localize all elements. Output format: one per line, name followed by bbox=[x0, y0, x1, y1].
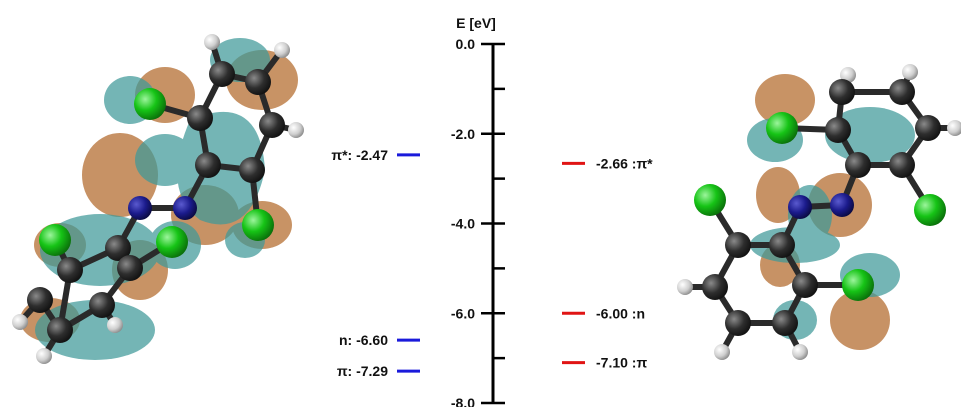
hydrogen-atom bbox=[902, 64, 918, 80]
energy-level-label: -2.66 :π* bbox=[596, 155, 653, 171]
energy-level-label: π*: -2.47 bbox=[331, 147, 388, 163]
nitrogen-atom bbox=[128, 196, 152, 220]
carbon-atom bbox=[105, 235, 131, 261]
hydrogen-atom bbox=[677, 279, 693, 295]
chlorine-atom bbox=[134, 88, 166, 120]
energy-level-label: n: -6.60 bbox=[339, 332, 388, 348]
hydrogen-atom bbox=[840, 67, 856, 83]
carbon-atom bbox=[702, 274, 728, 300]
carbon-atom bbox=[889, 152, 915, 178]
chlorine-atom bbox=[694, 184, 726, 216]
carbon-atom bbox=[117, 255, 143, 281]
energy-level-label: -6.00 :n bbox=[596, 305, 645, 321]
carbon-atom bbox=[725, 232, 751, 258]
left-molecule-orbital bbox=[12, 34, 304, 364]
carbon-atom bbox=[209, 61, 235, 87]
carbon-atom bbox=[889, 79, 915, 105]
hydrogen-atom bbox=[12, 314, 28, 330]
carbon-atom bbox=[769, 232, 795, 258]
carbon-atom bbox=[245, 69, 271, 95]
hydrogen-atom bbox=[36, 348, 52, 364]
hydrogen-atom bbox=[107, 317, 123, 333]
carbon-atom bbox=[187, 105, 213, 131]
tick-label: -6.0 bbox=[451, 305, 475, 321]
tick-label: 0.0 bbox=[456, 36, 476, 52]
hydrogen-atom bbox=[792, 344, 808, 360]
chlorine-atom bbox=[766, 112, 798, 144]
right-molecule-orbital bbox=[677, 64, 961, 360]
carbon-atom bbox=[27, 287, 53, 313]
left-levels: π*: -2.47 n: -6.60 π: -7.29 bbox=[331, 147, 420, 379]
chlorine-atom bbox=[39, 224, 71, 256]
chlorine-atom bbox=[914, 194, 946, 226]
energy-axis: E [eV] 0.0 -2.0 -4.0 -6.0 -8.0 π*: -2.47 n: -… bbox=[331, 15, 653, 407]
carbon-atom bbox=[239, 157, 265, 183]
tick-label: -2.0 bbox=[451, 126, 475, 142]
carbon-atom bbox=[725, 310, 751, 336]
hydrogen-atom bbox=[288, 122, 304, 138]
tick-label: -8.0 bbox=[451, 395, 475, 407]
carbon-atom bbox=[845, 152, 871, 178]
chlorine-atom bbox=[242, 209, 274, 241]
hydrogen-atom bbox=[947, 120, 961, 136]
carbon-atom bbox=[57, 257, 83, 283]
right-levels: -2.66 :π* -6.00 :n -7.10 :π bbox=[562, 155, 653, 371]
nitrogen-atom bbox=[173, 196, 197, 220]
nitrogen-atom bbox=[788, 195, 812, 219]
energy-level-label: π: -7.29 bbox=[337, 363, 388, 379]
hydrogen-atom bbox=[714, 344, 730, 360]
tick-label: -4.0 bbox=[451, 216, 475, 232]
carbon-atom bbox=[915, 115, 941, 141]
carbon-atom bbox=[89, 292, 115, 318]
carbon-atom bbox=[825, 117, 851, 143]
energy-level-label: -7.10 :π bbox=[596, 355, 647, 371]
chlorine-atom bbox=[156, 226, 188, 258]
carbon-atom bbox=[259, 112, 285, 138]
chlorine-atom bbox=[842, 269, 874, 301]
carbon-atom bbox=[195, 152, 221, 178]
carbon-atom bbox=[792, 272, 818, 298]
carbon-atom bbox=[772, 310, 798, 336]
hydrogen-atom bbox=[274, 42, 290, 58]
carbon-atom bbox=[829, 79, 855, 105]
carbon-atom bbox=[47, 317, 73, 343]
hydrogen-atom bbox=[204, 34, 220, 50]
axis-label: E [eV] bbox=[456, 15, 496, 31]
nitrogen-atom bbox=[830, 193, 854, 217]
